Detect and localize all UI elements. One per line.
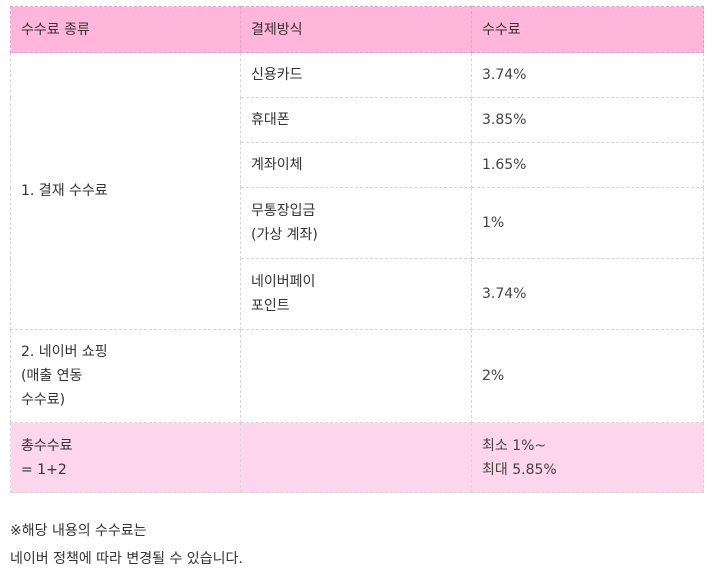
total-label-line1: 총수수료 [21,437,73,454]
note-line2: 네이버 정책에 따라 변경될 수 있습니다. [10,551,243,567]
method-label: 신용카드 [251,67,303,83]
method-label: 네이버페이 [251,274,316,290]
table-row: 휴대폰 3.85% [11,97,704,143]
total-row: 총수수료 = 1+2 최소 1%~ 최대 5.85% [10,422,704,493]
header-fee-type: 수수료 종류 [10,6,241,53]
payment-fee-label: 1. 결재 수수료 [10,52,241,330]
header-payment-method: 결제방식 [240,6,472,53]
total-fee-max: 최대 5.85% [482,461,557,478]
table-header-row: 수수료 종류 결제방식 수수료 [10,6,704,53]
table-row: 2. 네이버 쇼핑 (매출 연동 수수료) 2% [10,329,704,423]
header-fee: 수수료 [471,6,704,53]
table-row: 네이버페이 포인트 3.74% [11,258,704,330]
total-fee-min: 최소 1%~ [482,437,547,454]
method-label: 휴대폰 [251,112,290,128]
fee-table-container: 수수료 종류 결제방식 수수료 1. 결재 수수료 신용카드 3.74% 휴대폰… [10,6,704,493]
method-label: 무통장입금 [251,203,316,219]
table-row: 무통장입금 (가상 계좌) 1% [11,187,704,259]
fee-cell: 2% [471,329,704,423]
method-cell-empty [240,329,472,423]
shopping-label-line1: 2. 네이버 쇼핑 [21,344,108,360]
fee-table: 수수료 종류 결제방식 수수료 1. 결재 수수료 신용카드 3.74% 휴대폰… [10,6,704,493]
shopping-label-line3: 수수료) [21,392,66,408]
method-cell-empty [240,422,472,493]
method-sublabel: 포인트 [251,298,290,314]
shopping-label-line2: (매출 연동 [21,368,83,384]
method-sublabel: (가상 계좌) [251,227,318,243]
method-cell: 네이버페이 포인트 [240,258,472,330]
method-cell: 계좌이체 [240,142,472,188]
total-label: 총수수료 = 1+2 [10,422,241,493]
fee-cell: 3.85% [471,97,704,143]
shopping-fee-label: 2. 네이버 쇼핑 (매출 연동 수수료) [10,329,241,423]
total-fee: 최소 1%~ 최대 5.85% [471,422,704,493]
fee-notes: ※해당 내용의 수수료는 네이버 정책에 따라 변경될 수 있습니다. [10,517,700,573]
total-label-line2: = 1+2 [21,461,67,478]
table-row: 계좌이체 1.65% [11,142,704,188]
fee-cell: 3.74% [471,52,704,98]
method-label: 계좌이체 [251,157,303,173]
fee-cell: 1% [471,187,704,259]
method-cell: 신용카드 [240,52,472,98]
fee-cell: 3.74% [471,258,704,330]
note-line1: ※해당 내용의 수수료는 [10,523,147,539]
fee-cell: 1.65% [471,142,704,188]
table-row: 1. 결재 수수료 신용카드 3.74% [10,52,704,330]
method-cell: 무통장입금 (가상 계좌) [240,187,472,259]
method-cell: 휴대폰 [240,97,472,143]
